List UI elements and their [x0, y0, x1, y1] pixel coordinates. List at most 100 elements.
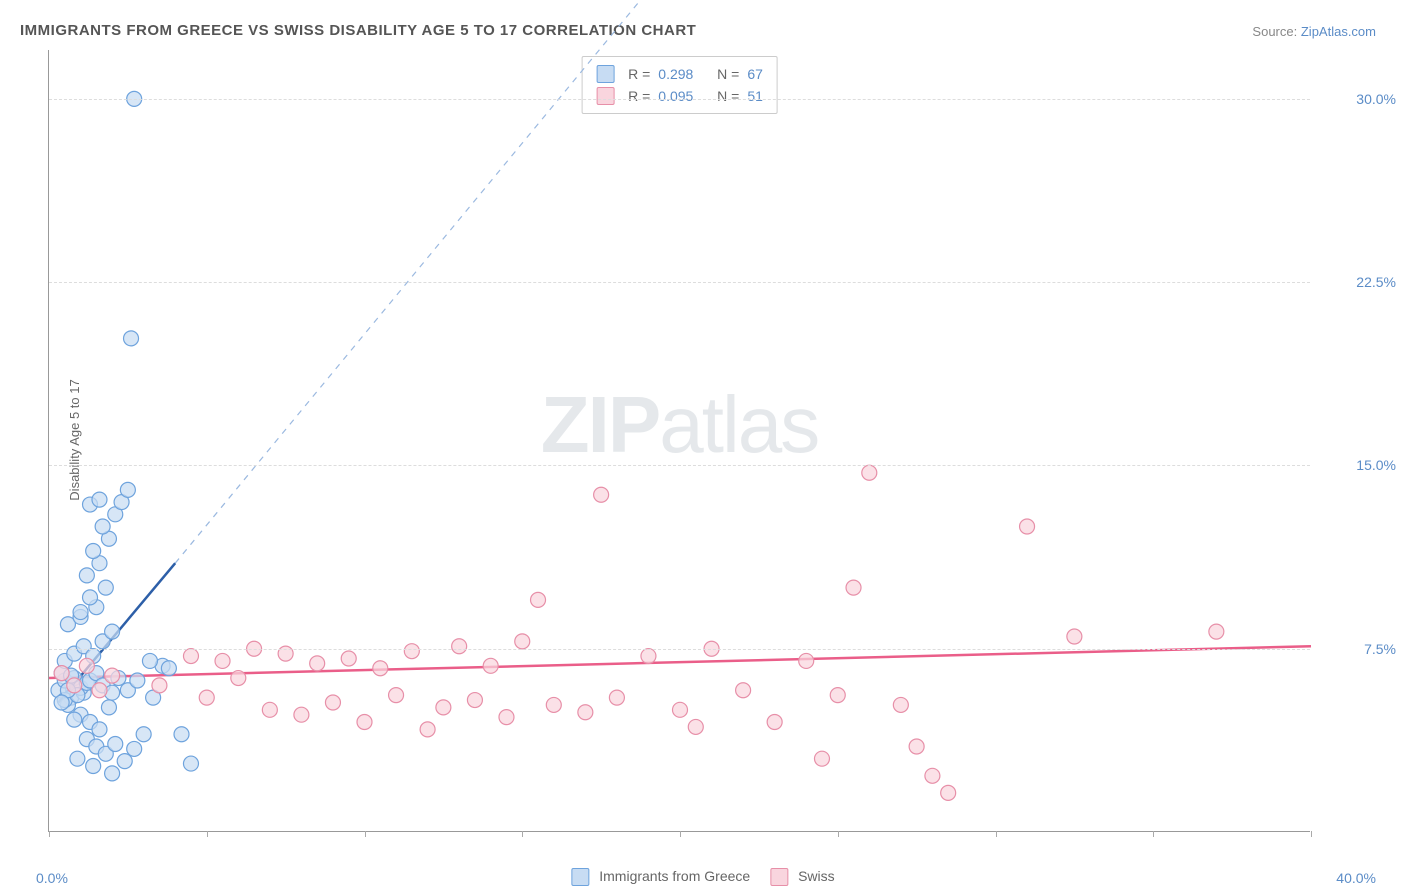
scatter-point-series2 [799, 653, 814, 668]
scatter-point-series1 [67, 712, 82, 727]
x-tick [365, 831, 366, 837]
scatter-point-series2 [1209, 624, 1224, 639]
scatter-point-series2 [578, 705, 593, 720]
chart-title: IMMIGRANTS FROM GREECE VS SWISS DISABILI… [20, 22, 696, 39]
scatter-point-series1 [127, 741, 142, 756]
scatter-point-series1 [92, 492, 107, 507]
scatter-point-series2 [294, 707, 309, 722]
legend-label-series1: Immigrants from Greece [599, 868, 750, 884]
scatter-point-series2 [341, 651, 356, 666]
grid-line [49, 282, 1310, 283]
legend-item-series1: Immigrants from Greece [571, 868, 750, 886]
scatter-point-series2 [105, 668, 120, 683]
scatter-point-series2 [546, 697, 561, 712]
scatter-point-series2 [767, 715, 782, 730]
scatter-point-series2 [357, 715, 372, 730]
scatter-point-series2 [389, 688, 404, 703]
scatter-point-series1 [86, 543, 101, 558]
scatter-point-series1 [105, 624, 120, 639]
y-tick-label: 15.0% [1316, 457, 1396, 473]
legend-item-series2: Swiss [770, 868, 834, 886]
swatch-series2-bottom [770, 868, 788, 886]
scatter-point-series2 [67, 678, 82, 693]
bottom-legend: Immigrants from Greece Swiss [571, 868, 834, 886]
scatter-point-series2 [594, 487, 609, 502]
y-tick-label: 7.5% [1316, 641, 1396, 657]
scatter-point-series2 [673, 702, 688, 717]
scatter-point-series1 [86, 759, 101, 774]
scatter-point-series2 [452, 639, 467, 654]
scatter-point-series1 [120, 482, 135, 497]
x-tick [838, 831, 839, 837]
scatter-point-series1 [108, 737, 123, 752]
scatter-point-series2 [499, 710, 514, 725]
scatter-point-series1 [98, 580, 113, 595]
scatter-point-series2 [183, 649, 198, 664]
scatter-point-series1 [117, 754, 132, 769]
scatter-point-series2 [310, 656, 325, 671]
scatter-point-series1 [174, 727, 189, 742]
x-tick [680, 831, 681, 837]
legend-label-series2: Swiss [798, 868, 835, 884]
scatter-point-series1 [101, 700, 116, 715]
scatter-point-series2 [531, 592, 546, 607]
scatter-point-series2 [830, 688, 845, 703]
source-attribution: Source: ZipAtlas.com [1252, 24, 1376, 39]
scatter-svg [49, 50, 1310, 831]
y-tick-label: 30.0% [1316, 91, 1396, 107]
scatter-point-series1 [183, 756, 198, 771]
scatter-point-series1 [142, 653, 157, 668]
scatter-point-series2 [814, 751, 829, 766]
y-tick-label: 22.5% [1316, 274, 1396, 290]
scatter-point-series2 [436, 700, 451, 715]
scatter-point-series2 [909, 739, 924, 754]
scatter-point-series1 [92, 722, 107, 737]
scatter-point-series2 [420, 722, 435, 737]
scatter-point-series2 [688, 719, 703, 734]
scatter-point-series2 [152, 678, 167, 693]
scatter-point-series2 [925, 768, 940, 783]
scatter-point-series2 [1067, 629, 1082, 644]
swatch-series1-bottom [571, 868, 589, 886]
x-tick [49, 831, 50, 837]
scatter-point-series2 [483, 658, 498, 673]
scatter-point-series2 [54, 666, 69, 681]
scatter-point-series2 [1020, 519, 1035, 534]
scatter-point-series1 [124, 331, 139, 346]
scatter-point-series2 [893, 697, 908, 712]
scatter-point-series2 [736, 683, 751, 698]
scatter-point-series2 [325, 695, 340, 710]
scatter-point-series2 [846, 580, 861, 595]
x-tick [1153, 831, 1154, 837]
source-label: Source: [1252, 24, 1297, 39]
x-tick [1311, 831, 1312, 837]
scatter-point-series2 [467, 693, 482, 708]
scatter-point-series2 [941, 785, 956, 800]
scatter-point-series2 [641, 649, 656, 664]
scatter-point-series2 [404, 644, 419, 659]
scatter-point-series2 [262, 702, 277, 717]
scatter-point-series1 [95, 519, 110, 534]
scatter-point-series2 [92, 683, 107, 698]
scatter-point-series1 [161, 661, 176, 676]
scatter-point-series2 [79, 658, 94, 673]
source-link[interactable]: ZipAtlas.com [1301, 24, 1376, 39]
scatter-point-series2 [215, 653, 230, 668]
x-tick [996, 831, 997, 837]
scatter-point-series1 [130, 673, 145, 688]
grid-line [49, 465, 1310, 466]
x-max-label: 40.0% [1336, 870, 1376, 886]
x-tick [207, 831, 208, 837]
scatter-point-series2 [515, 634, 530, 649]
grid-line [49, 99, 1310, 100]
x-tick [522, 831, 523, 837]
scatter-point-series2 [231, 671, 246, 686]
x-origin-label: 0.0% [36, 870, 68, 886]
grid-line [49, 649, 1310, 650]
scatter-point-series2 [862, 465, 877, 480]
scatter-point-series1 [79, 568, 94, 583]
scatter-point-series1 [73, 605, 88, 620]
scatter-point-series2 [373, 661, 388, 676]
scatter-point-series1 [70, 751, 85, 766]
scatter-point-series1 [83, 590, 98, 605]
